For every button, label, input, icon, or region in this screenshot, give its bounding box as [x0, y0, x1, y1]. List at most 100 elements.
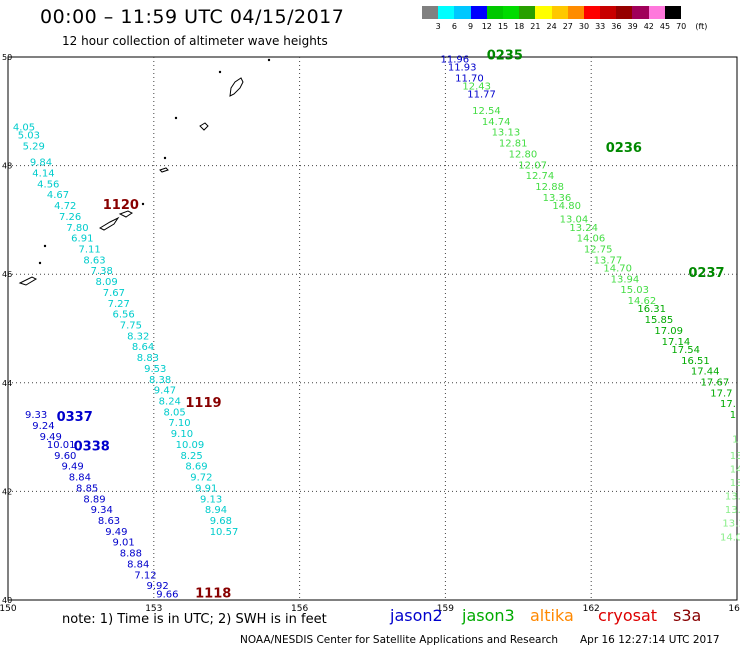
wave-height-label: 7.10	[168, 418, 190, 429]
color-swatch	[454, 6, 471, 19]
island-outline	[199, 122, 209, 131]
wave-height-label: 9.72	[190, 473, 212, 484]
wave-height-label: 13.13	[492, 128, 521, 139]
color-scale-label: 24	[546, 22, 557, 31]
wave-height-label: 17.09	[654, 326, 683, 337]
wave-height-label: 14.80	[552, 201, 581, 212]
lat-tick-label: 40	[2, 596, 12, 605]
island-dot	[43, 244, 47, 248]
lat-tick-label: 46	[2, 270, 12, 279]
wave-height-label: 13.24	[569, 223, 598, 234]
wave-height-label: 13.28	[725, 505, 740, 516]
wave-height-label: 8.25	[181, 451, 203, 462]
legend-altika: altika	[530, 606, 574, 625]
color-swatch	[632, 6, 649, 19]
color-scale-label: (ft)	[695, 22, 708, 31]
wave-height-label: 8.05	[164, 407, 186, 418]
color-scale-label: 15	[497, 22, 509, 31]
island-outline	[98, 216, 120, 231]
wave-height-label: 10.01	[47, 440, 76, 451]
wave-height-label: 14.62	[628, 296, 657, 307]
color-scale-label: 27	[562, 22, 573, 31]
wave-height-label: 4.14	[32, 168, 54, 179]
wave-height-label: 17.67	[701, 378, 730, 389]
wave-height-label: 8.84	[127, 559, 149, 570]
wave-height-label: 13.6	[725, 492, 740, 503]
legend-jason3: jason3	[462, 606, 515, 625]
island-outline	[118, 210, 133, 218]
wave-height-label: 1	[730, 410, 736, 421]
wave-height-label: 9.68	[210, 516, 232, 527]
color-swatch	[502, 6, 520, 19]
color-scale-label: 45	[659, 22, 671, 31]
color-swatch	[486, 6, 503, 19]
color-swatch	[664, 6, 681, 19]
wave-height-label: 9.24	[32, 421, 54, 432]
color-scale-label: 6	[451, 22, 457, 31]
wave-height-label: 11.93	[448, 63, 477, 74]
island-outline	[18, 276, 38, 286]
pass-time-label: 0338	[74, 440, 110, 455]
wave-height-label: 8.83	[137, 353, 159, 364]
wave-height-label: 7.12	[134, 570, 156, 581]
wave-height-label: 7.26	[59, 212, 81, 223]
color-swatch	[535, 6, 552, 19]
legend-s3a: s3a	[673, 606, 702, 625]
wave-height-label: 15.03	[620, 285, 649, 296]
pass-time-label: 1119	[185, 396, 221, 411]
color-scale-label: 70	[676, 22, 687, 31]
wave-height-label: 17.	[720, 399, 736, 410]
lon-tick-label: 165	[728, 604, 740, 614]
color-scale-labels: 3 6 9 12 15 18 21 24 27 30 33 36 39 42 45 70 (ft)	[422, 22, 740, 34]
wave-height-label: 16.31	[637, 304, 666, 315]
lon-tick-label: 156	[291, 604, 308, 614]
color-scale-label: 12	[481, 22, 492, 31]
wave-height-label: 13.17	[722, 519, 740, 530]
wave-height-label: 8.89	[83, 494, 105, 505]
wave-height-label: 1	[732, 435, 738, 446]
lat-tick-label: 44	[2, 379, 12, 388]
color-scale-label: 36	[611, 22, 622, 31]
wave-height-label: 4.72	[54, 201, 76, 212]
lat-tick-label: 50	[2, 53, 12, 62]
wave-height-label: 11.96	[441, 54, 470, 65]
wave-height-label: 8.84	[69, 473, 91, 484]
wave-height-label: 7.75	[120, 321, 142, 332]
wave-height-label: 17.7	[710, 388, 732, 399]
wave-height-label: 9.49	[40, 432, 62, 443]
wave-height-label: 15.85	[645, 315, 674, 326]
color-scale-label: 42	[643, 22, 654, 31]
lon-tick-label: 150	[0, 604, 17, 614]
wave-height-label: 8.63	[83, 255, 105, 266]
wave-height-label: 9.84	[30, 158, 52, 169]
wave-height-label: 8.32	[127, 331, 149, 342]
color-swatch	[616, 6, 633, 19]
color-swatch	[551, 6, 568, 19]
wave-height-label: 6.91	[71, 234, 93, 245]
wave-height-label: 4.05	[13, 122, 35, 133]
island-dot	[38, 261, 42, 265]
color-scale-label: 30	[578, 22, 590, 31]
wave-height-label: 9.53	[144, 364, 166, 375]
island-dot	[267, 58, 271, 62]
wave-height-label: 11.70	[455, 73, 484, 84]
wave-height-label: 12.07	[518, 160, 547, 171]
wave-height-label: 12.74	[526, 171, 555, 182]
wave-height-label: 9.33	[25, 410, 47, 421]
wave-height-label: 14.09	[720, 532, 740, 543]
wave-height-label: 13.2	[730, 478, 740, 489]
wave-height-label: 8.85	[76, 483, 98, 494]
wave-height-label: 12.80	[509, 149, 538, 160]
chart-subtitle: 12 hour collection of altimeter wave hei…	[62, 34, 328, 48]
wave-height-label: 8.94	[205, 505, 227, 516]
chart-title: 00:00 – 11:59 UTC 04/15/2017	[40, 6, 345, 28]
wave-height-label: 9.47	[154, 386, 176, 397]
wave-height-label: 16.51	[681, 356, 710, 367]
wave-height-label: 9.60	[54, 451, 76, 462]
wave-height-label: 13.77	[594, 255, 623, 266]
pass-time-label: 1120	[103, 198, 139, 213]
wave-height-label: 8.69	[185, 462, 207, 473]
color-swatch	[583, 6, 601, 19]
color-scale-label: 18	[514, 22, 525, 31]
footer-note: note: 1) Time is in UTC; 2) SWH is in fe…	[62, 612, 327, 627]
